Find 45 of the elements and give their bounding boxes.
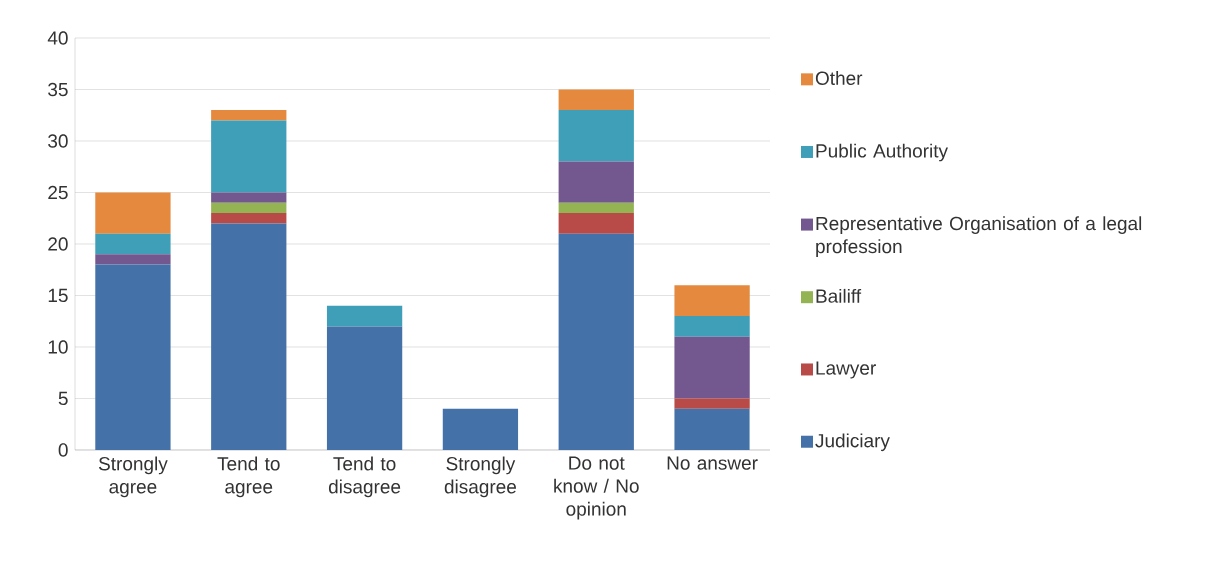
legend-label: Bailiff	[816, 288, 862, 303]
bar	[558, 202, 634, 214]
x-tick-label: Tend to disagree	[328, 456, 401, 498]
bar	[211, 223, 287, 450]
x-tick-label: Do not know / No opinion	[554, 456, 639, 520]
bar	[558, 161, 634, 203]
bar	[442, 408, 519, 450]
bar	[95, 233, 171, 255]
bar	[211, 202, 287, 214]
bar	[674, 316, 750, 337]
bar	[95, 254, 171, 265]
legend-label: Judiciary	[815, 433, 890, 452]
bar	[558, 89, 634, 111]
legend-label: Public Authority	[816, 143, 948, 162]
y-tick-label: 35	[48, 82, 68, 97]
bar	[558, 233, 634, 450]
y-tick-label: 40	[47, 31, 68, 45]
y-tick-label: 25	[48, 185, 68, 200]
y-tick-label: 5	[58, 391, 68, 406]
legend-label: Representative Organisation of a legal profession	[816, 216, 1142, 257]
x-tick-label: Strongly agree	[98, 456, 168, 498]
bar	[326, 305, 403, 327]
y-tick-label: 15	[48, 288, 68, 303]
legend-label: Other	[815, 71, 863, 85]
bar	[211, 192, 287, 203]
bar	[326, 326, 403, 450]
x-tick-label: Tend to agree	[217, 456, 280, 498]
bar	[674, 285, 750, 317]
bar	[211, 120, 287, 193]
bar	[558, 110, 634, 162]
y-tick-label: 0	[58, 443, 68, 457]
bar	[95, 264, 171, 450]
bar	[674, 398, 750, 409]
y-tick-label: 30	[48, 134, 68, 148]
x-tick-label: Strongly disagree	[444, 456, 516, 498]
bar	[211, 110, 287, 121]
x-tick-label: No answer	[667, 456, 758, 470]
y-tick-label: 10	[48, 340, 68, 354]
bar	[558, 213, 634, 234]
bar	[674, 408, 750, 450]
legend-label: Lawyer	[816, 361, 876, 379]
bar	[95, 192, 171, 234]
bar	[674, 336, 750, 399]
bar	[211, 213, 287, 224]
y-tick-label: 20	[48, 237, 68, 251]
